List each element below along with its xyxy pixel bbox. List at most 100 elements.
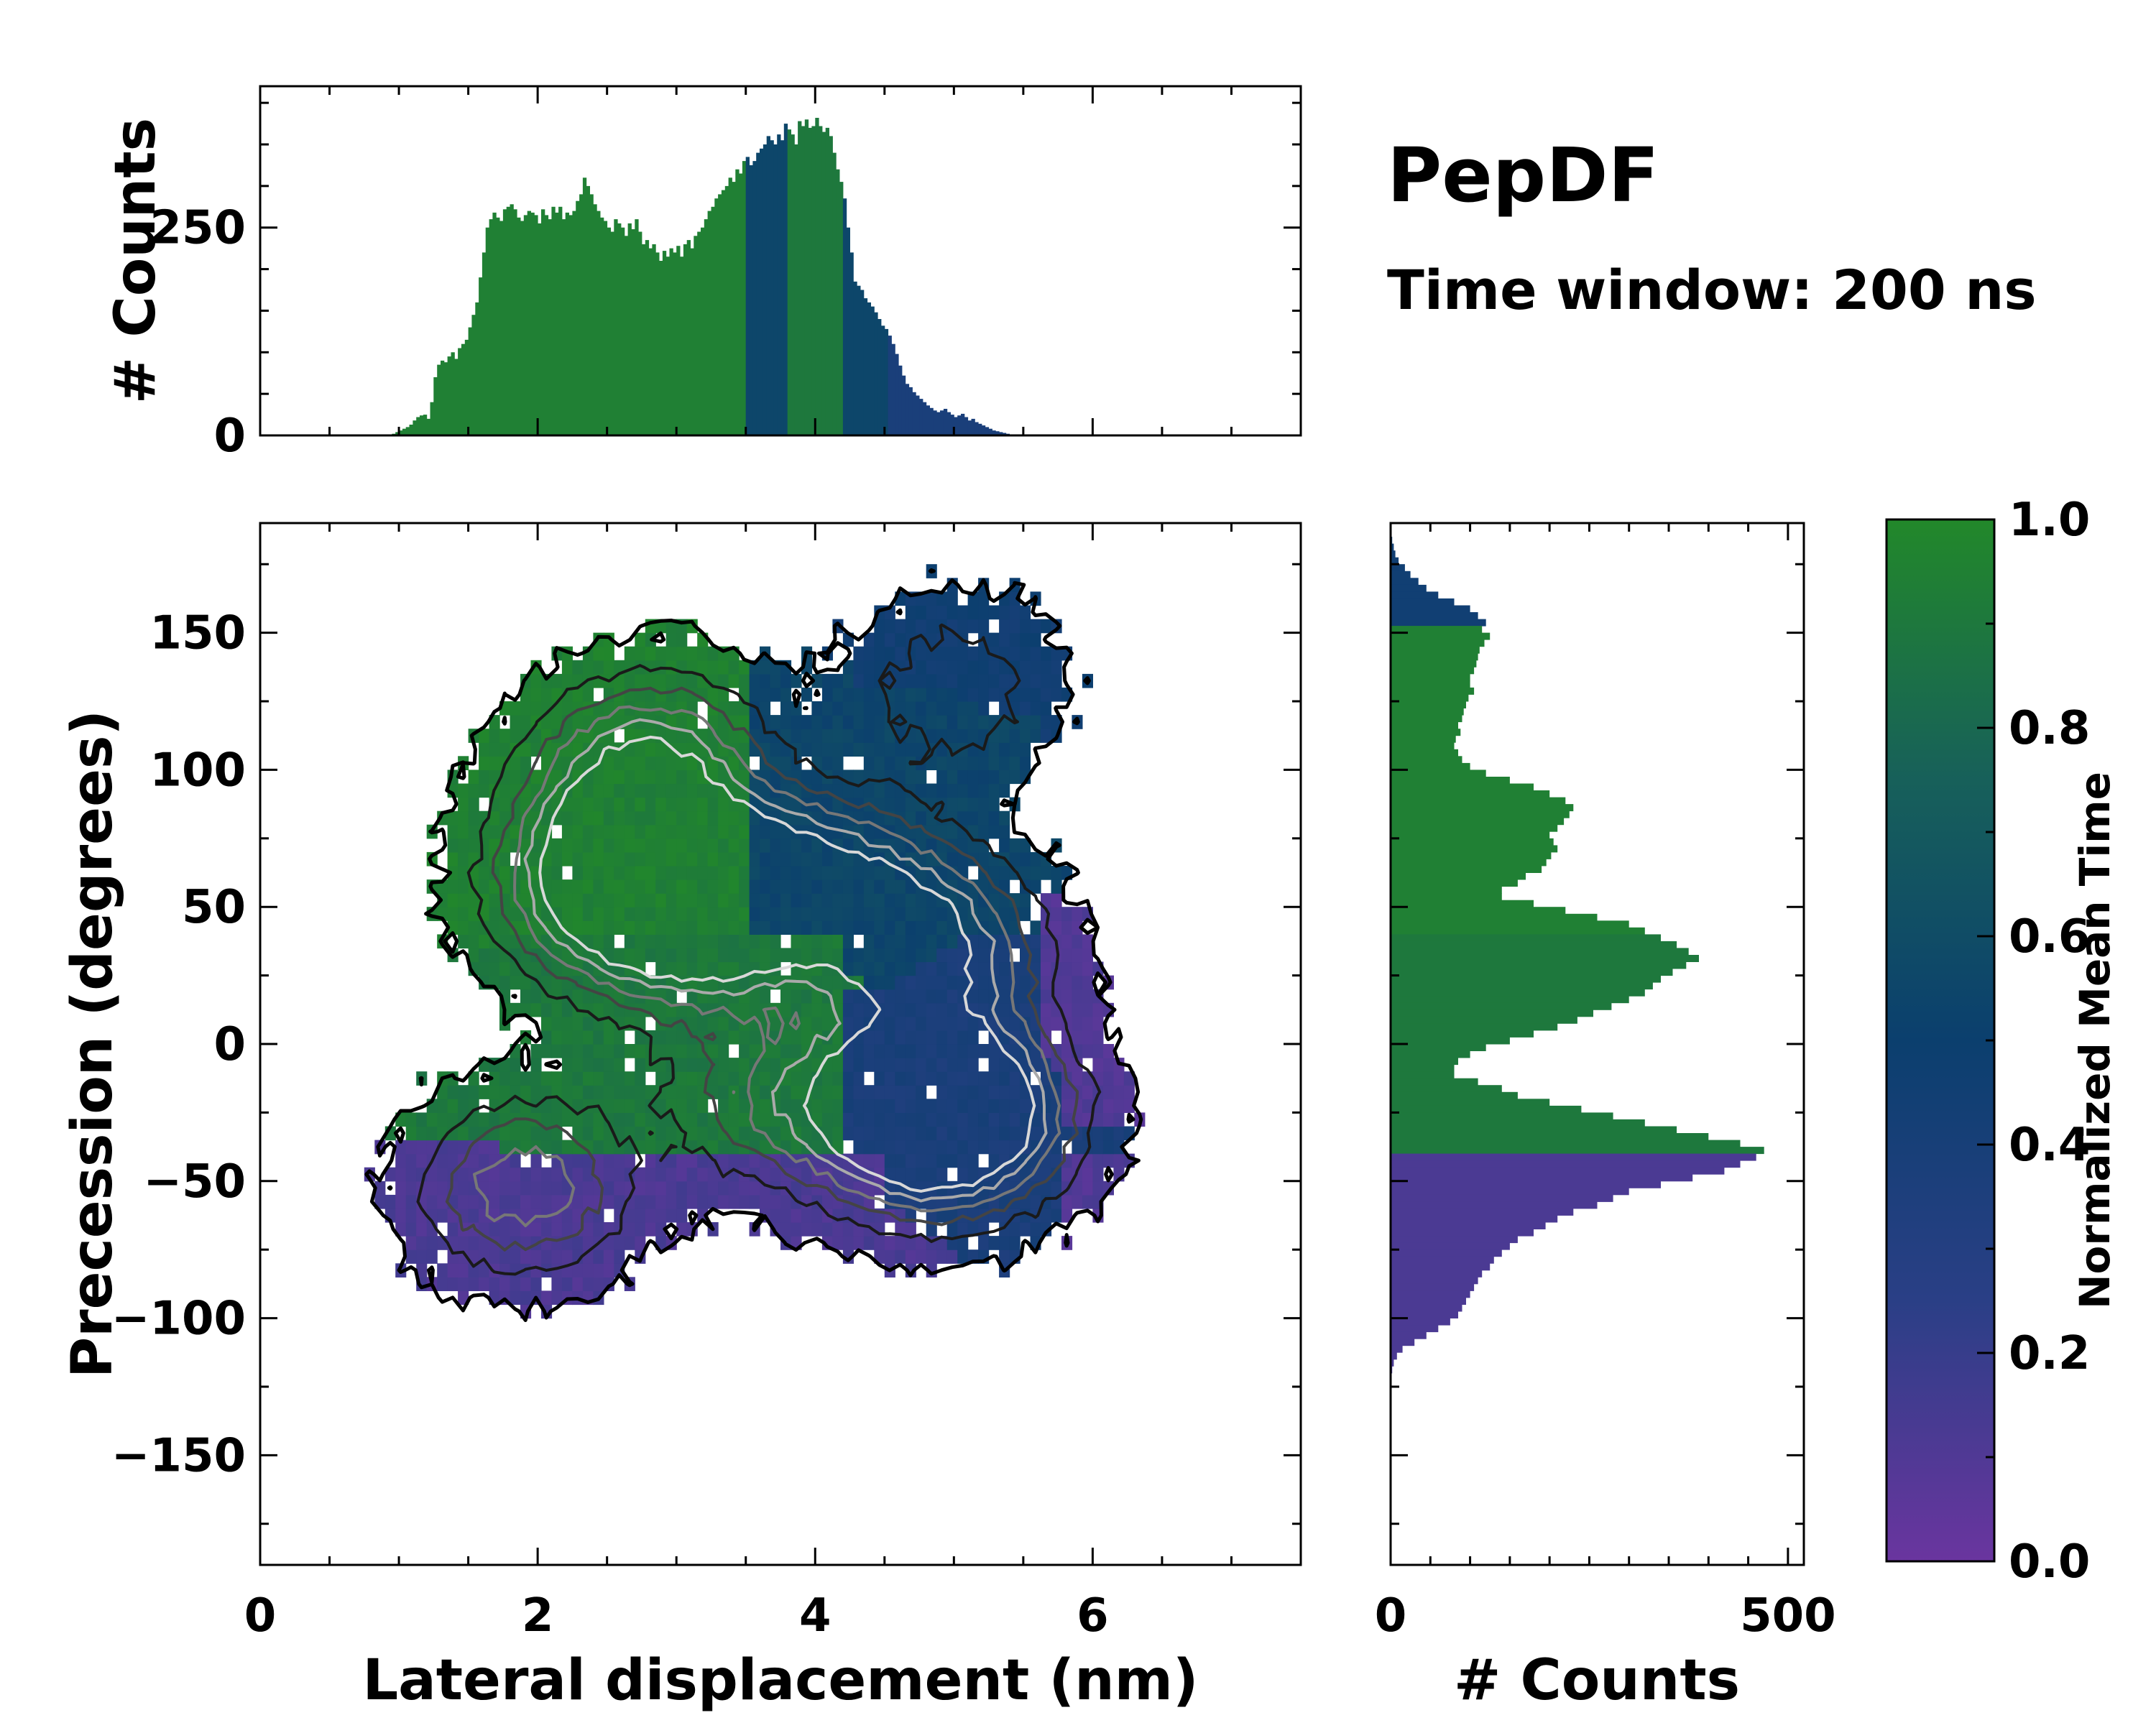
- heatmap-cell: [593, 879, 604, 894]
- heatmap-cell: [635, 1222, 646, 1237]
- heatmap-cell: [895, 742, 906, 757]
- heatmap-cell: [541, 715, 553, 729]
- heatmap-cell: [967, 1126, 979, 1141]
- heatmap-cell: [967, 1044, 979, 1058]
- heatmap-cell: [447, 1099, 459, 1113]
- heatmap-cell: [447, 1112, 459, 1127]
- heatmap-cell: [582, 851, 594, 867]
- right-histogram-bar: [1391, 1016, 1577, 1024]
- heatmap-cell: [905, 934, 916, 949]
- heatmap-cell: [946, 701, 958, 716]
- heatmap-cell: [801, 893, 813, 907]
- heatmap-cell: [801, 838, 813, 853]
- heatmap-cell: [530, 770, 542, 785]
- heatmap-cell: [811, 1099, 823, 1113]
- heatmap-cell: [791, 920, 802, 935]
- top-histogram-bar: [895, 354, 899, 435]
- top-histogram-bar: [458, 348, 462, 435]
- heatmap-cell: [978, 893, 990, 907]
- heatmap-cell: [614, 1181, 625, 1196]
- heatmap-cell: [853, 673, 865, 688]
- heatmap-cell: [603, 1236, 614, 1250]
- heatmap-cell: [936, 907, 948, 921]
- heatmap-cell: [635, 1181, 646, 1196]
- heatmap-cell: [603, 646, 614, 661]
- heatmap-cell: [665, 797, 677, 812]
- heatmap-cell: [551, 742, 563, 757]
- heatmap-cell: [426, 1249, 438, 1264]
- heatmap-cell: [645, 920, 656, 935]
- heatmap-cell: [957, 1085, 969, 1099]
- top-histogram-bar: [426, 418, 430, 435]
- heatmap-cell: [967, 619, 979, 634]
- heatmap-cell: [760, 1167, 771, 1182]
- top-histogram-bar: [652, 244, 656, 435]
- heatmap-cell: [739, 893, 750, 907]
- heatmap-cell: [957, 879, 969, 894]
- heatmap-cell: [1102, 1058, 1114, 1072]
- heatmap-cell: [749, 715, 760, 729]
- right-histogram-bar: [1391, 1201, 1598, 1209]
- heatmap-cell: [801, 851, 813, 867]
- top-histogram-bar: [714, 198, 719, 435]
- heatmap-cell: [760, 673, 771, 688]
- heatmap-cell: [988, 1112, 1000, 1127]
- heatmap-cell: [489, 1112, 500, 1127]
- top-histogram-bar: [433, 377, 438, 435]
- heatmap-cell: [520, 1126, 532, 1141]
- heatmap-cell: [624, 893, 635, 907]
- heatmap-cell: [551, 948, 563, 963]
- heatmap-cell: [561, 1140, 573, 1155]
- heatmap-cell: [967, 729, 979, 743]
- heatmap-cell: [978, 948, 990, 963]
- top-histogram-bar: [791, 134, 795, 435]
- heatmap-cell: [791, 866, 802, 880]
- right-histogram-bar: [1391, 1119, 1645, 1127]
- heatmap-cell: [842, 838, 854, 853]
- top-histogram-bar: [479, 277, 483, 435]
- top-histogram-bar: [853, 281, 857, 435]
- heatmap-cell: [832, 687, 844, 702]
- heatmap-cell: [811, 1222, 823, 1237]
- heatmap-cell: [655, 756, 667, 770]
- right-histogram-bar: [1391, 1339, 1415, 1346]
- heatmap-cell: [946, 851, 958, 867]
- heatmap-cell: [853, 893, 865, 907]
- heatmap-cell: [967, 1058, 979, 1072]
- heatmap-cell: [957, 783, 969, 798]
- top-histogram-bar: [946, 412, 951, 435]
- heatmap-cell: [645, 1194, 656, 1209]
- heatmap-cell: [916, 1099, 927, 1113]
- heatmap-cell: [988, 866, 1000, 880]
- top-histogram-bar: [441, 360, 445, 435]
- heatmap-cell: [489, 770, 500, 785]
- heatmap-cell: [916, 1140, 927, 1155]
- heatmap-cell: [842, 948, 854, 963]
- heatmap-cell: [811, 673, 823, 688]
- heatmap-cell: [665, 1194, 677, 1209]
- heatmap-cell: [988, 1044, 1000, 1058]
- heatmap-cell: [676, 783, 688, 798]
- heatmap-cell: [645, 646, 656, 661]
- heatmap-cell: [801, 729, 813, 743]
- heatmap-cell: [593, 1153, 604, 1168]
- heatmap-cell: [749, 893, 760, 907]
- heatmap-cell: [874, 975, 885, 990]
- heatmap-cell: [1051, 1071, 1062, 1086]
- heatmap-cell: [624, 1071, 635, 1086]
- top-histogram-bar: [718, 194, 722, 435]
- heatmap-cell: [655, 1194, 667, 1209]
- right-histogram-bar: [1391, 660, 1477, 667]
- heatmap-cell: [718, 1030, 729, 1045]
- heatmap-cell: [395, 1194, 407, 1209]
- heatmap-cell: [718, 1058, 729, 1072]
- heatmap-cell: [426, 1236, 438, 1250]
- heatmap-cell: [520, 687, 532, 702]
- heatmap-cell: [510, 770, 521, 785]
- heatmap-cell: [853, 687, 865, 702]
- heatmap-cell: [895, 907, 906, 921]
- heatmap-cell: [635, 920, 646, 935]
- heatmap-cell: [760, 1194, 771, 1209]
- heatmap-cell: [832, 1085, 844, 1099]
- heatmap-cell: [728, 1112, 740, 1127]
